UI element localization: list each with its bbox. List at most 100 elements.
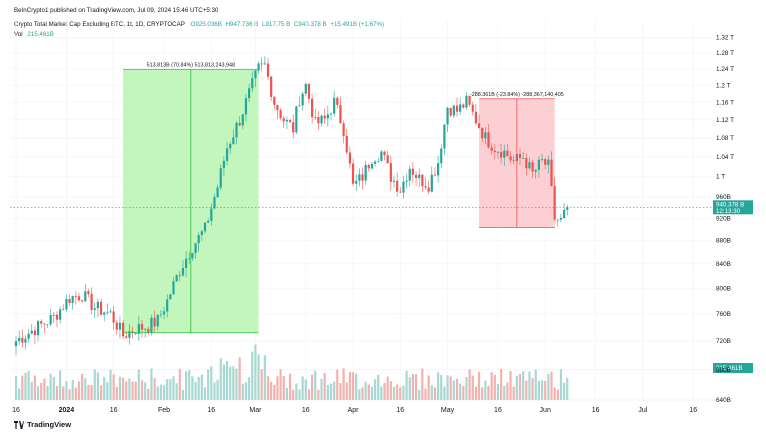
candle-body (512, 160, 515, 162)
price-axis[interactable]: 1.32 T 1.28 T 1.24 T 1.2 T 1.16 T 1.12 T 1.08 … (716, 35, 734, 404)
candle-body (301, 93, 304, 106)
volume-bar (213, 382, 216, 400)
volume-bar (225, 361, 229, 400)
volume-bar (27, 370, 30, 400)
x-tick-label: May (441, 407, 455, 414)
tradingview-icon (14, 420, 24, 429)
candle-body (500, 151, 503, 158)
candle-body (326, 114, 329, 119)
volume-bar (90, 384, 93, 400)
volume-bar (392, 386, 396, 400)
time-axis[interactable]: 16 2024 16 Feb 16 Mar 16 Apr 16 May 16 Jun 16 Jul 16 (12, 407, 697, 414)
volume-bar (374, 379, 377, 400)
candle-body (188, 258, 191, 260)
volume-bar (241, 383, 244, 400)
volume-bar (118, 376, 122, 400)
volume-bar (150, 368, 153, 400)
candle-body (537, 159, 540, 170)
volume-bar (200, 374, 203, 400)
candle-body (131, 331, 134, 333)
volume-bar (125, 381, 128, 400)
volume-bar (544, 380, 547, 400)
y-tick-label: 680B (716, 367, 731, 374)
candle-body (210, 208, 213, 221)
candle-body (112, 311, 115, 323)
volume-bar (162, 385, 166, 400)
candle-body (544, 159, 547, 165)
y-tick-label: 1.04 T (716, 154, 734, 161)
candle-body (518, 154, 522, 159)
volume-bar (506, 382, 509, 400)
candle-body (229, 143, 232, 149)
candle-body (33, 330, 36, 336)
candle-body (159, 314, 162, 316)
volume-bar (273, 384, 276, 400)
volume-bar (122, 377, 125, 400)
volume-bar (503, 385, 506, 400)
volume-bar (285, 387, 288, 400)
candle-body (351, 163, 355, 184)
y-tick-label: 960B (716, 194, 731, 201)
volume-bar (440, 375, 443, 400)
volume-bar (399, 387, 402, 400)
candle-body (84, 291, 87, 302)
volume-bar (493, 374, 496, 400)
candle-body (285, 120, 288, 122)
volume-bar (518, 373, 522, 400)
candle-body (241, 114, 244, 126)
y-tick-label: 1.12 T (716, 117, 734, 124)
volume-bar (270, 381, 273, 400)
volume-bar (500, 368, 503, 400)
candle-body (339, 105, 342, 124)
y-tick-label: 720B (716, 338, 731, 345)
y-tick-label: 880B (716, 238, 731, 245)
candle-body (213, 197, 216, 209)
candle-body (222, 160, 225, 169)
ohlc-high: H947.736 B (225, 21, 259, 28)
volume-bar (317, 389, 320, 400)
volume-bar (263, 355, 266, 400)
publisher-line: BeInCrypto1 published on TradingView.com… (14, 7, 219, 14)
volume-bar (537, 380, 540, 400)
candle-body (122, 322, 125, 337)
y-tick-label: 640B (716, 397, 731, 404)
y-tick-label: 1.32 T (716, 35, 734, 42)
volume-bar (525, 380, 528, 400)
x-tick-label: Mar (249, 407, 262, 414)
candle-body (418, 174, 421, 178)
volume-bar (33, 375, 36, 400)
volume-bar (68, 389, 71, 400)
candle-body (304, 83, 307, 94)
zone-label: -288.361B (-23.84%) -288,367,140,405 (470, 92, 564, 98)
candle-body (273, 96, 276, 105)
volume-bar (188, 369, 191, 400)
candle-body (197, 235, 200, 244)
volume-bar (279, 369, 282, 400)
volume-bar (276, 376, 279, 400)
candle-body (471, 104, 474, 112)
candle-body (87, 291, 90, 294)
candle-body (150, 317, 153, 333)
candle-body (24, 338, 27, 343)
candle-body (361, 174, 364, 181)
volume-bar (178, 368, 181, 400)
volume-bar (210, 366, 213, 400)
y-tick-label: 760B (716, 311, 731, 318)
x-tick-label: Apr (348, 407, 360, 414)
volume-bar (351, 372, 355, 400)
x-tick-label: 2024 (59, 407, 75, 414)
volume-bar (462, 386, 465, 400)
y-tick-label: 800B (716, 285, 731, 292)
x-tick-label: 16 (207, 407, 215, 414)
volume-bar (320, 378, 323, 400)
candle-body (380, 151, 383, 161)
candle-body (402, 181, 405, 193)
candle-body (140, 323, 144, 330)
candle-body (440, 148, 443, 164)
candle-body (493, 150, 496, 153)
volume-bar (43, 378, 46, 400)
volume-bar (65, 381, 68, 400)
x-tick-label: 16 (302, 407, 310, 414)
x-tick-label: 16 (494, 407, 502, 414)
